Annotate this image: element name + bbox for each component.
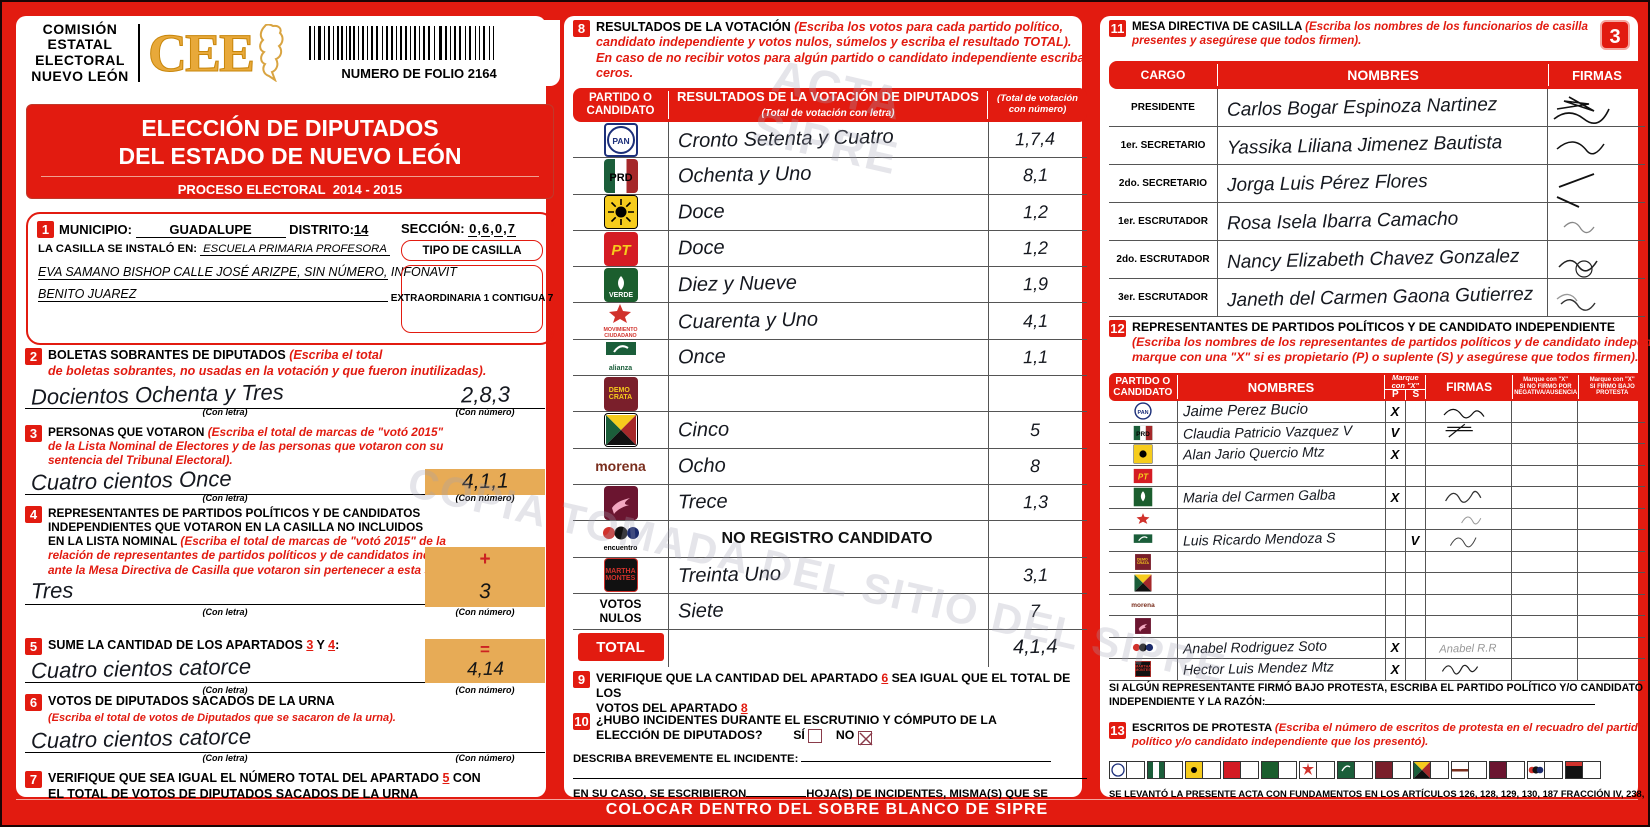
svg-text:PT: PT bbox=[611, 242, 632, 259]
svg-text:PRD: PRD bbox=[609, 172, 632, 184]
svg-text:PAN: PAN bbox=[1138, 410, 1149, 416]
svg-text:PRD: PRD bbox=[1136, 431, 1150, 438]
svg-text:PT: PT bbox=[1138, 472, 1149, 481]
svg-text:PAN: PAN bbox=[612, 136, 629, 146]
svg-text:VERDE: VERDE bbox=[608, 292, 632, 299]
